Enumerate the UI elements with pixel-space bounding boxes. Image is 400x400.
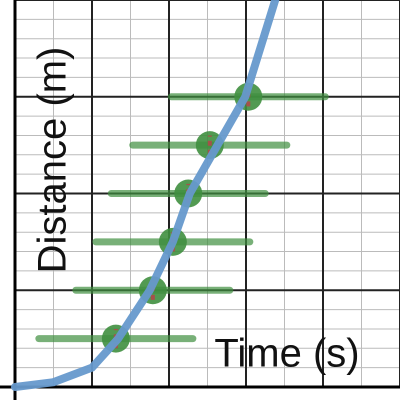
- x-axis-label: Time (s): [214, 332, 359, 376]
- marks: [11, 0, 329, 391]
- y-axis-label: Distance (m): [31, 47, 75, 274]
- curve: [11, 0, 280, 391]
